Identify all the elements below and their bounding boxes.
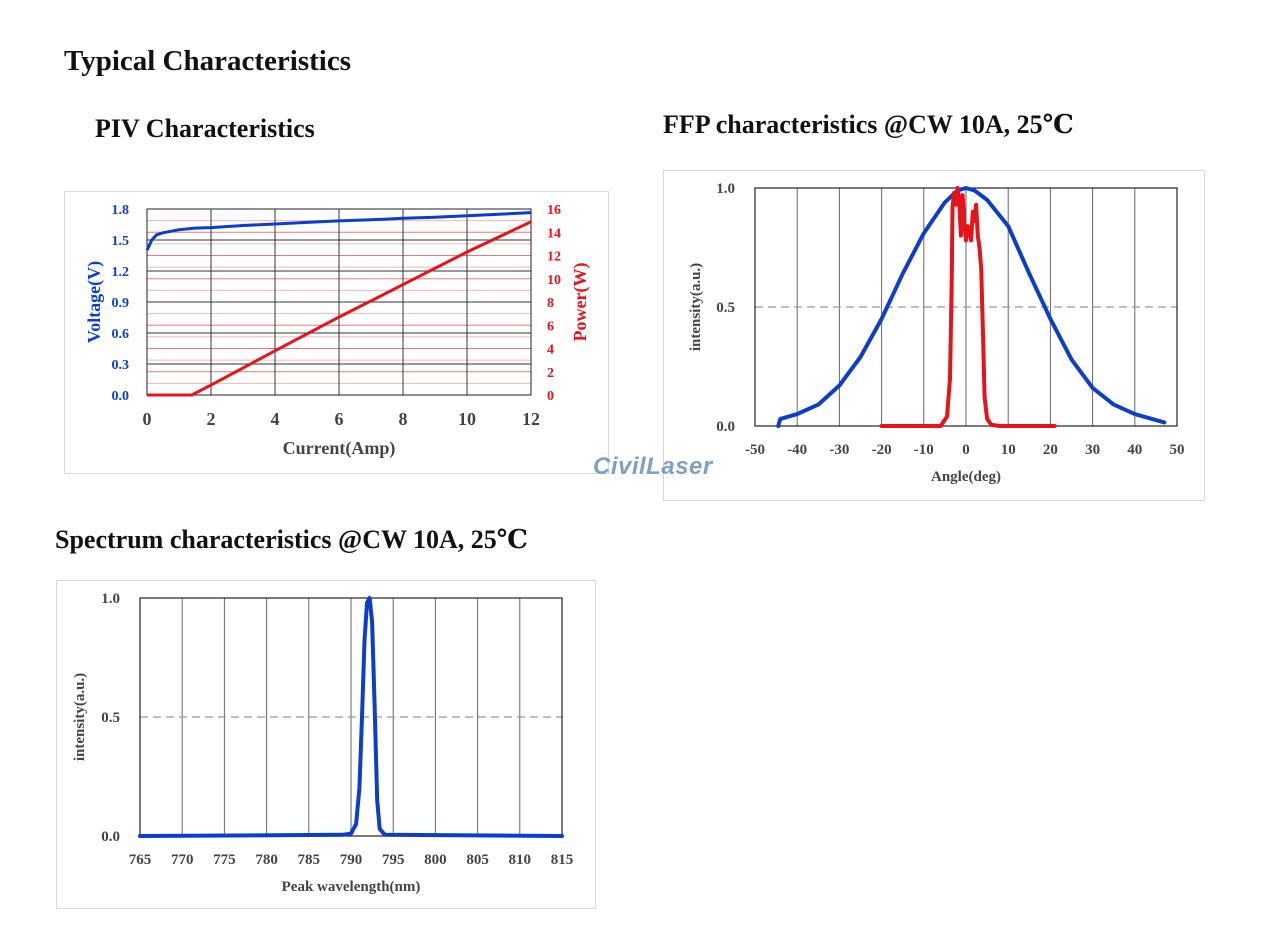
spectrum-x-tick-label: 805 — [466, 852, 489, 868]
piv-x-tick-label: 12 — [522, 409, 540, 429]
piv-x-tick-label: 10 — [458, 409, 476, 429]
spectrum-x-tick-label: 815 — [551, 852, 574, 868]
piv-y-right-tick-label: 4 — [547, 343, 554, 358]
ffp-y-tick-label: 0.5 — [716, 300, 735, 316]
ffp-x-tick-label: -20 — [872, 442, 892, 458]
ffp-x-tick-label: -10 — [914, 442, 934, 458]
piv-power-line — [147, 220, 532, 397]
watermark-logo: CivilLaser — [593, 453, 713, 480]
piv-y-right-axis-label: Power(W) — [570, 263, 591, 342]
piv-plot-frame — [146, 208, 532, 396]
piv-x-tick-label: 4 — [271, 409, 280, 429]
ffp-chart: -50 -40 -30 -20 -10 0 10 20 30 40 50 0.0 0.5 1.0 Angle… — [688, 181, 1185, 485]
piv-y-right-tick-label: 12 — [547, 250, 561, 265]
spectrum-x-tick-label: 810 — [509, 852, 532, 868]
piv-y-right-tick-label: 0 — [547, 389, 554, 404]
spectrum-x-axis-label: Peak wavelength(nm) — [282, 879, 421, 895]
piv-y-left-tick-label: 0.0 — [112, 389, 130, 404]
ffp-x-tick-label: 50 — [1170, 442, 1185, 458]
spectrum-y-tick-label: 0.0 — [101, 829, 120, 845]
piv-chart: 0 2 4 6 8 10 12 0.0 0.3 0.6 0.9 1.2 1.5 1.8 0 2 4 6 8 10 12 1… — [84, 203, 591, 459]
piv-y-right-tick-label: 16 — [547, 203, 561, 218]
piv-y-left-tick-label: 0.3 — [112, 358, 130, 373]
piv-x-tick-label: 0 — [143, 409, 152, 429]
ffp-x-tick-label: 30 — [1085, 442, 1100, 458]
piv-y-right-tick-label: 14 — [547, 226, 561, 241]
spectrum-y-axis-label: intensity(a.u.) — [72, 673, 88, 761]
ffp-series-line-1 — [776, 186, 1167, 428]
piv-y-left-tick-label: 1.2 — [112, 265, 130, 280]
piv-voltage-line — [145, 211, 532, 251]
spectrum-chart: 765 770 775 780 785 790 795 800 805 810 815 0.0 0.5 1… — [72, 591, 574, 895]
spectrum-chart-panel: 765 770 775 780 785 790 795 800 805 810 815 0.0 0.5 1… — [56, 580, 596, 909]
ffp-x-tick-label: -30 — [829, 442, 849, 458]
ffp-series-line-2 — [879, 186, 1057, 428]
ffp-x-axis-label: Angle(deg) — [931, 469, 1001, 485]
ffp-x-tick-label: 20 — [1043, 442, 1058, 458]
spectrum-x-tick-label: 780 — [255, 852, 278, 868]
piv-y-left-tick-label: 0.9 — [112, 296, 130, 311]
spectrum-series-line-1 — [138, 596, 564, 838]
ffp-x-tick-label: 40 — [1127, 442, 1142, 458]
spectrum-x-tick-label: 765 — [129, 852, 152, 868]
piv-x-tick-label: 6 — [335, 409, 344, 429]
spectrum-y-tick-label: 1.0 — [101, 591, 120, 607]
ffp-heading: FFP characteristics @CW 10A, 25℃ — [663, 110, 1074, 139]
ffp-y-tick-label: 1.0 — [716, 181, 735, 197]
ffp-chart-panel: -50 -40 -30 -20 -10 0 10 20 30 40 50 0.0 0.5 1.0 Angle… — [663, 170, 1205, 501]
ffp-x-tick-label: -40 — [787, 442, 807, 458]
spectrum-x-tick-label: 795 — [382, 852, 405, 868]
ffp-x-tick-label: -50 — [745, 442, 765, 458]
ffp-x-tick-label: 10 — [1001, 442, 1016, 458]
piv-y-right-tick-label: 10 — [547, 273, 561, 288]
piv-y-right-tick-label: 2 — [547, 366, 554, 381]
spectrum-x-tick-label: 800 — [424, 852, 447, 868]
spectrum-plot-frame — [139, 597, 563, 837]
piv-y-left-tick-label: 1.5 — [112, 234, 130, 249]
piv-chart-panel: 0 2 4 6 8 10 12 0.0 0.3 0.6 0.9 1.2 1.5 1.8 0 2 4 6 8 10 12 1… — [64, 191, 609, 474]
piv-x-tick-label: 8 — [399, 409, 408, 429]
spectrum-x-tick-label: 770 — [171, 852, 194, 868]
spectrum-heading: Spectrum characteristics @CW 10A, 25℃ — [55, 525, 528, 554]
spectrum-x-tick-label: 785 — [298, 852, 321, 868]
spectrum-y-tick-label: 0.5 — [101, 710, 120, 726]
piv-y-right-tick-label: 8 — [547, 296, 554, 311]
piv-y-left-tick-label: 1.8 — [112, 203, 130, 218]
ffp-y-tick-label: 0.0 — [716, 419, 735, 435]
page-title: Typical Characteristics — [64, 45, 351, 77]
spectrum-x-tick-label: 775 — [213, 852, 236, 868]
piv-heading: PIV Characteristics — [95, 114, 315, 143]
piv-x-axis-label: Current(Amp) — [283, 438, 396, 459]
ffp-x-tick-label: 0 — [962, 442, 970, 458]
ffp-y-axis-label: intensity(a.u.) — [688, 263, 704, 351]
piv-y-left-axis-label: Voltage(V) — [84, 261, 105, 343]
spectrum-x-tick-label: 790 — [340, 852, 363, 868]
piv-y-left-tick-label: 0.6 — [112, 327, 130, 342]
piv-y-right-tick-label: 6 — [547, 319, 554, 334]
piv-x-tick-label: 2 — [207, 409, 216, 429]
